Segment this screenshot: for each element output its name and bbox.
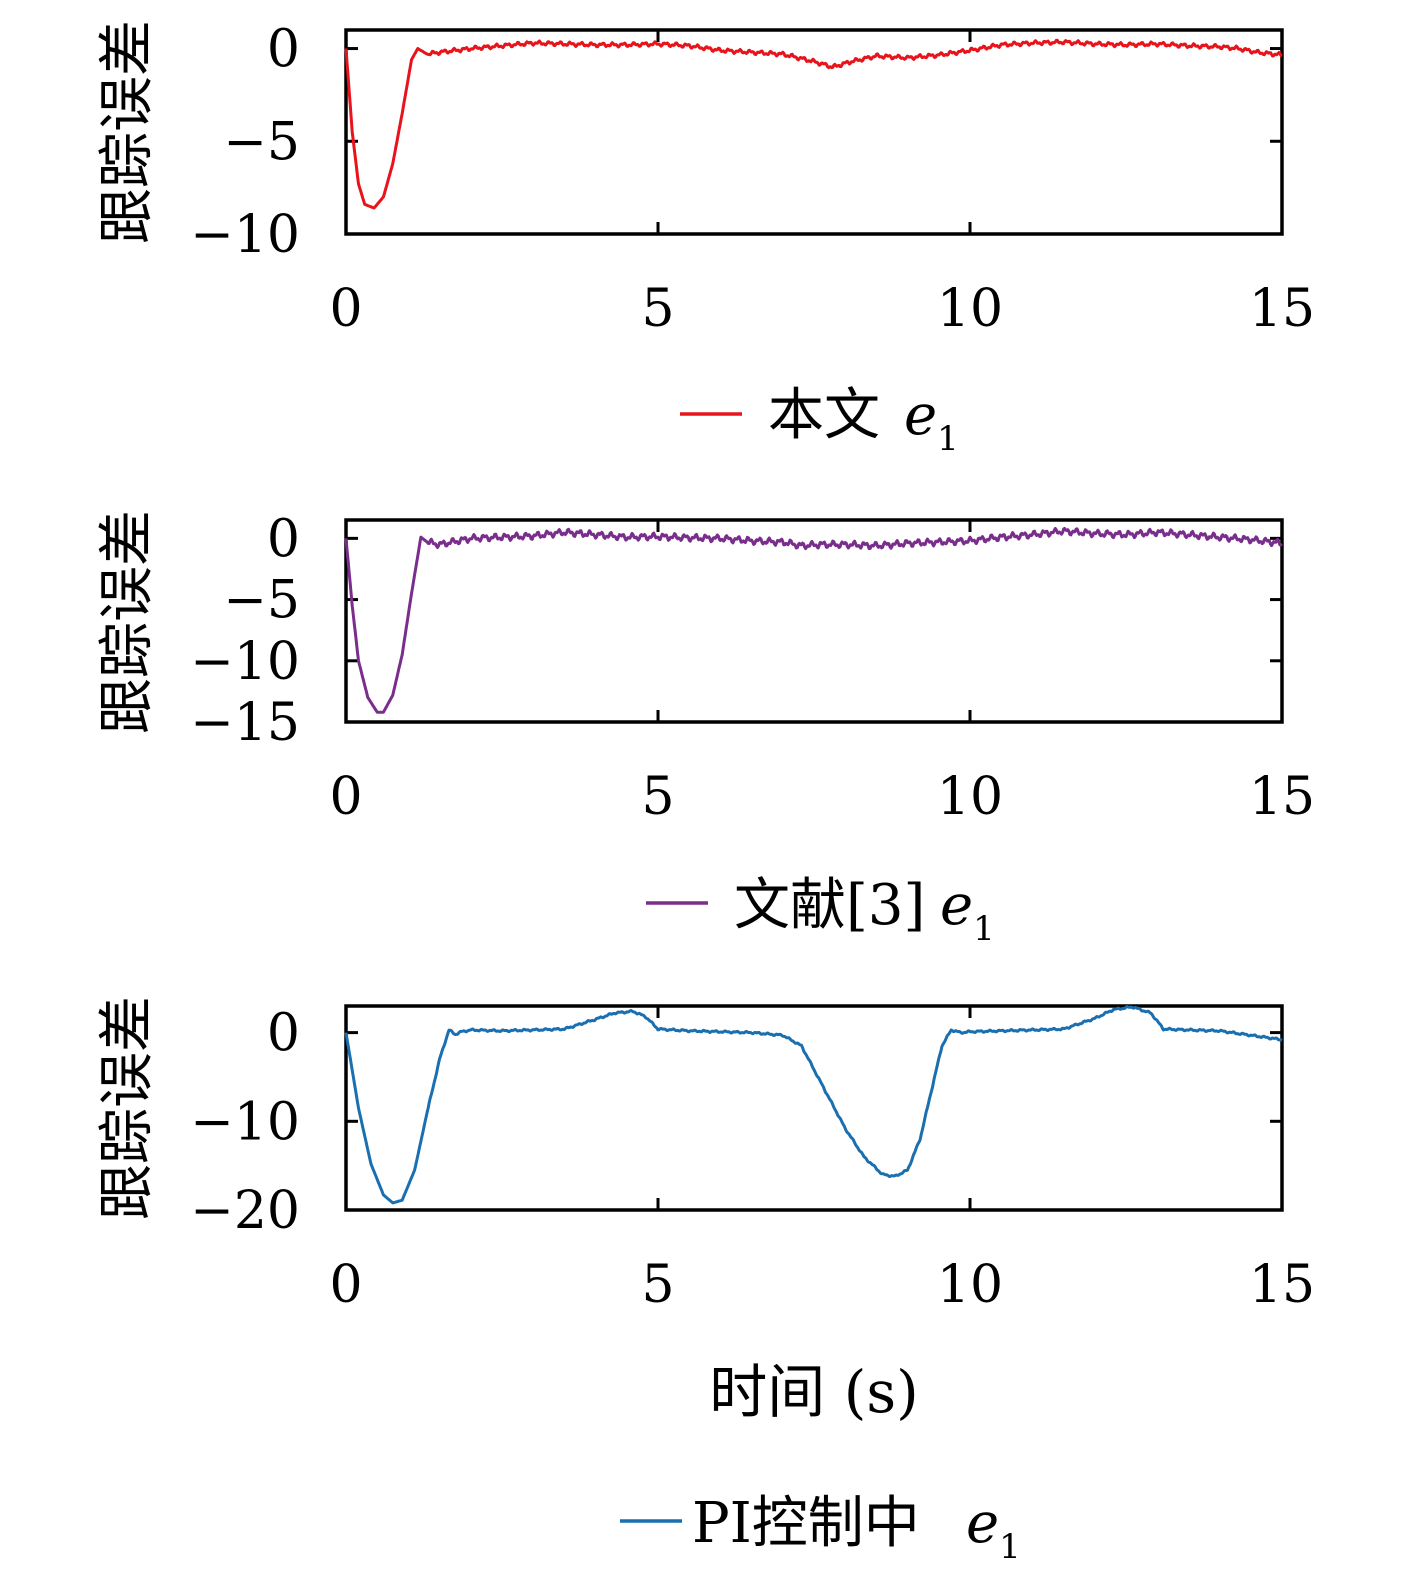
legend-math-2: e xyxy=(940,873,973,938)
legend-subscript-1: 1 xyxy=(937,419,959,459)
plot-frame-2 xyxy=(344,518,1284,724)
plot-frame-3 xyxy=(344,1004,1284,1212)
y-tick-label-2-1: −5 xyxy=(223,571,300,631)
y-tick-label-1-0: 0 xyxy=(267,20,300,80)
legend-subscript-3: 1 xyxy=(999,1527,1021,1567)
legend-symbol-3: e1 xyxy=(966,1491,1021,1567)
y-tick-label-1-2: −10 xyxy=(190,205,300,265)
x-ticks-2: 0 5 10 15 xyxy=(329,520,1315,827)
legend-2: 文献[3] e1 xyxy=(646,873,995,949)
y-ticks-1: 0 −5 −10 xyxy=(190,20,1282,265)
x-tick-label-1-3: 15 xyxy=(1249,279,1315,339)
x-ticks-3: 0 5 10 15 xyxy=(329,1006,1315,1315)
legend-label-2: 文献[3] xyxy=(734,873,925,938)
series-line-3 xyxy=(344,1005,1283,1205)
x-tick-label-3-3: 15 xyxy=(1249,1255,1315,1315)
legend-math-3: e xyxy=(966,1491,999,1556)
x-tick-label-3-0: 0 xyxy=(329,1255,362,1315)
x-ticks-1: 0 5 10 15 xyxy=(329,30,1315,339)
x-tick-label-2-1: 5 xyxy=(641,767,674,827)
x-tick-label-3-1: 5 xyxy=(641,1255,674,1315)
legend-label-1: 本文 xyxy=(768,383,880,448)
legend-symbol-1: e1 xyxy=(904,383,959,459)
y-tick-label-3-0: 0 xyxy=(267,1004,300,1064)
y-tick-label-1-1: −5 xyxy=(223,112,300,172)
x-tick-label-2-2: 10 xyxy=(937,767,1003,827)
x-axis-label: 时间 (s) xyxy=(709,1358,918,1426)
x-tick-label-2-3: 15 xyxy=(1249,767,1315,827)
panel-3: 跟踪误差 0 −10 −20 0 5 10 15 时间 (s) PI控制中 e1 xyxy=(95,996,1315,1567)
y-ticks-2: 0−5−10−15 xyxy=(190,509,1282,753)
legend-math-1: e xyxy=(904,383,937,448)
y-axis-label-1: 跟踪误差 xyxy=(95,20,160,244)
y-axis-label-3: 跟踪误差 xyxy=(95,996,160,1220)
legend-subscript-2: 1 xyxy=(973,909,995,949)
x-tick-label-2-0: 0 xyxy=(329,767,362,827)
x-tick-label-3-2: 10 xyxy=(937,1255,1003,1315)
y-tick-label-3-2: −20 xyxy=(190,1181,300,1241)
y-axis-label-2: 跟踪误差 xyxy=(95,510,160,734)
legend-label-3: PI控制中 xyxy=(692,1491,920,1556)
y-tick-label-3-1: −10 xyxy=(190,1092,300,1152)
y-tick-label-2-0: 0 xyxy=(267,509,300,569)
x-tick-label-1-2: 10 xyxy=(937,279,1003,339)
series-line-1 xyxy=(344,38,1283,210)
y-tick-label-2-2: −10 xyxy=(190,632,300,692)
legend-3: PI控制中 e1 xyxy=(620,1491,1021,1567)
y-ticks-3: 0 −10 −20 xyxy=(190,1004,1282,1241)
legend-1: 本文 e1 xyxy=(680,383,959,459)
panel-2: 跟踪误差 0−5−10−15 0 5 10 15 文献[3] e1 xyxy=(95,509,1315,949)
x-tick-label-1-1: 5 xyxy=(641,279,674,339)
panel-1: 跟踪误差 0 −5 −10 0 5 10 15 本文 e1 xyxy=(95,20,1315,459)
legend-symbol-2: e1 xyxy=(940,873,995,949)
y-tick-label-2-3: −15 xyxy=(190,693,300,753)
series-line-2 xyxy=(344,526,1283,714)
x-tick-label-1-0: 0 xyxy=(329,279,362,339)
plot-frame-1 xyxy=(344,28,1284,236)
